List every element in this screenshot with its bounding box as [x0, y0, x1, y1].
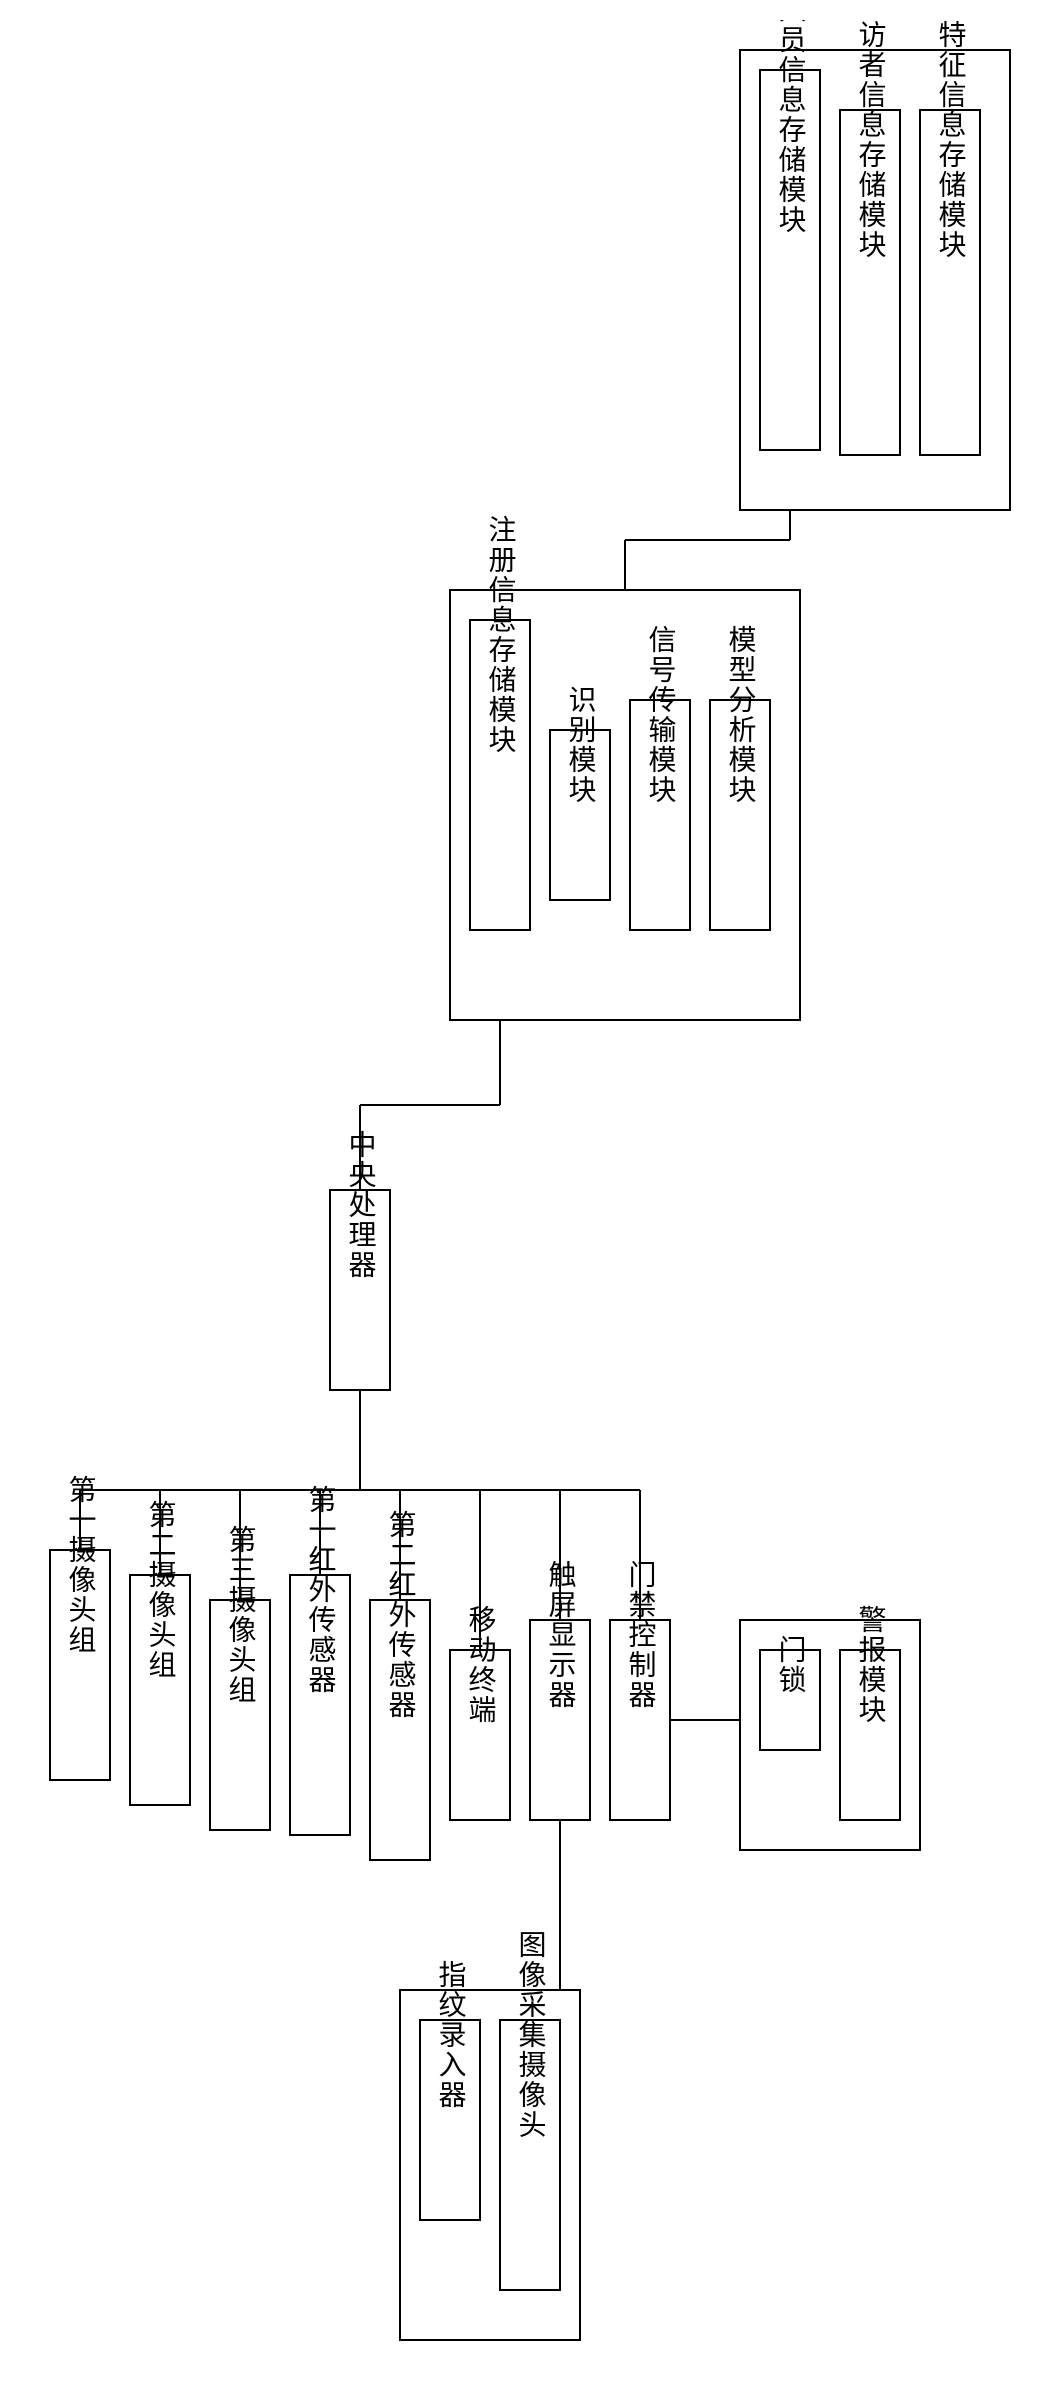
label-recog: 识别模块	[565, 685, 597, 805]
label-imgcap: 图像采集摄像头	[515, 1930, 547, 2140]
label-resident: 常驻人员信息存储模块	[775, 20, 807, 235]
system-diagram: 第一摄像头组 第二摄像头组 第三摄像头组 第一红外传感器 第二红外传感器 移动终…	[20, 20, 1030, 2360]
label-lock: 门锁	[775, 1635, 807, 1695]
label-regstore: 注册信息存储模块	[485, 515, 517, 755]
label-visitor: 来访者信息存储模块	[855, 20, 887, 260]
label-model: 模型分析模块	[725, 625, 757, 805]
label-signal: 信号传输模块	[645, 625, 677, 805]
label-body: 体特征信息存储模块	[935, 20, 967, 260]
label-finger: 指纹录入器	[435, 1960, 467, 2110]
label-alarm: 警报模块	[855, 1605, 887, 1725]
